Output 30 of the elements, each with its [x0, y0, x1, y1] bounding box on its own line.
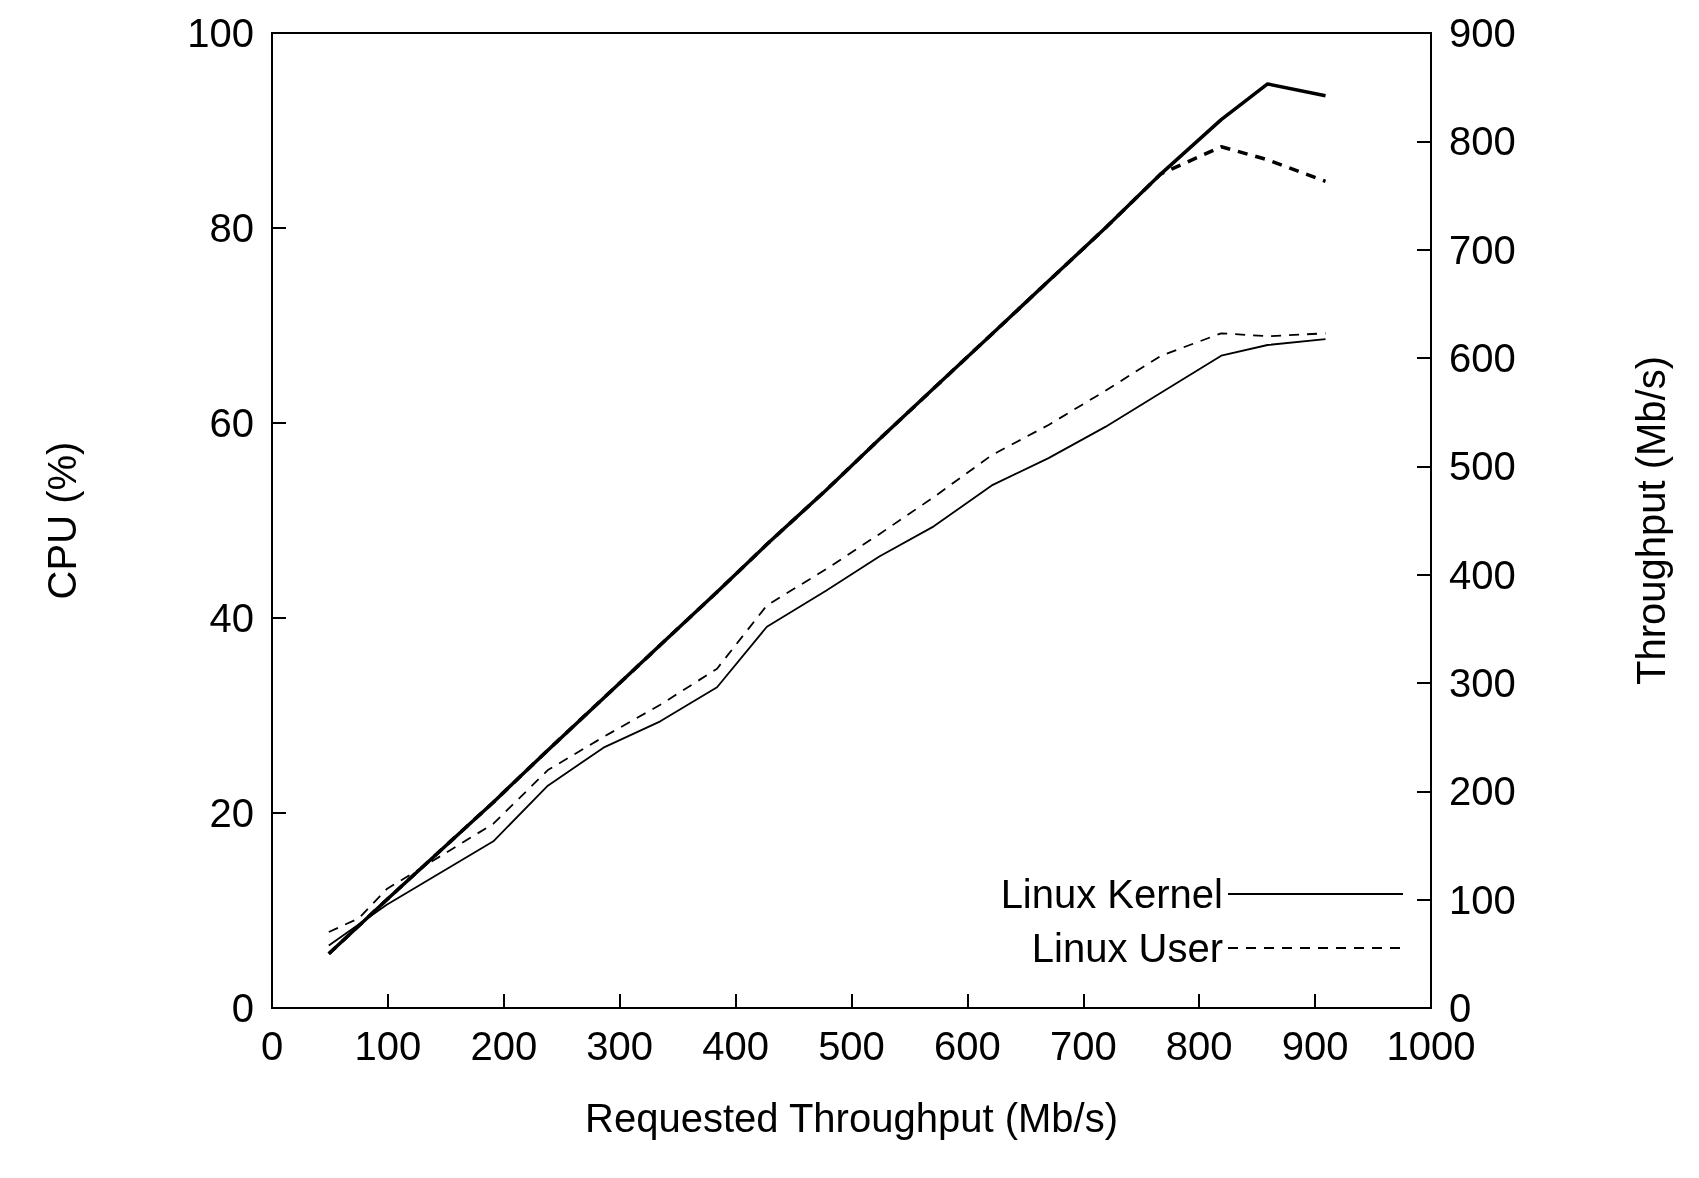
- legend-label: Linux User: [1031, 926, 1223, 970]
- y2-tick-label: 700: [1449, 227, 1516, 272]
- y-tick-label: 100: [187, 11, 254, 55]
- x-tick-label: 800: [1165, 1024, 1233, 1068]
- x-tick-label: 900: [1281, 1024, 1349, 1068]
- y2-tick-label: 300: [1449, 661, 1516, 705]
- y-tick-label: 20: [209, 791, 254, 835]
- y2-tick-label: 900: [1449, 11, 1516, 55]
- y-tick-label: 80: [209, 206, 254, 250]
- y2-tick-label: 600: [1449, 336, 1516, 380]
- y2-tick-label: 500: [1449, 444, 1516, 489]
- y2-tick-label: 200: [1449, 769, 1516, 814]
- x-tick-label: 100: [354, 1024, 422, 1068]
- y2-tick-label: 400: [1449, 552, 1516, 597]
- x-tick-label: 0: [260, 1024, 284, 1068]
- y-tick-label: 0: [231, 986, 254, 1030]
- y2-tick-label: 800: [1449, 119, 1516, 164]
- y2-axis-title: Throughput (Mb/s): [1629, 355, 1673, 686]
- x-tick-label: 500: [818, 1024, 885, 1068]
- y-tick-label: 40: [209, 596, 254, 640]
- x-tick-label: 300: [586, 1024, 654, 1068]
- y2-tick-label: 100: [1449, 877, 1516, 922]
- x-tick-label: 700: [1049, 1024, 1117, 1068]
- x-tick-label: 600: [934, 1024, 1001, 1068]
- y-axis-title: CPU (%): [40, 441, 84, 600]
- x-tick-label: 200: [470, 1024, 538, 1068]
- x-tick-label: 400: [702, 1024, 769, 1068]
- y-tick-label: 60: [209, 401, 254, 445]
- x-axis-title: Requested Throughput (Mb/s): [585, 1096, 1118, 1140]
- legend-label: Linux Kernel: [1000, 872, 1223, 916]
